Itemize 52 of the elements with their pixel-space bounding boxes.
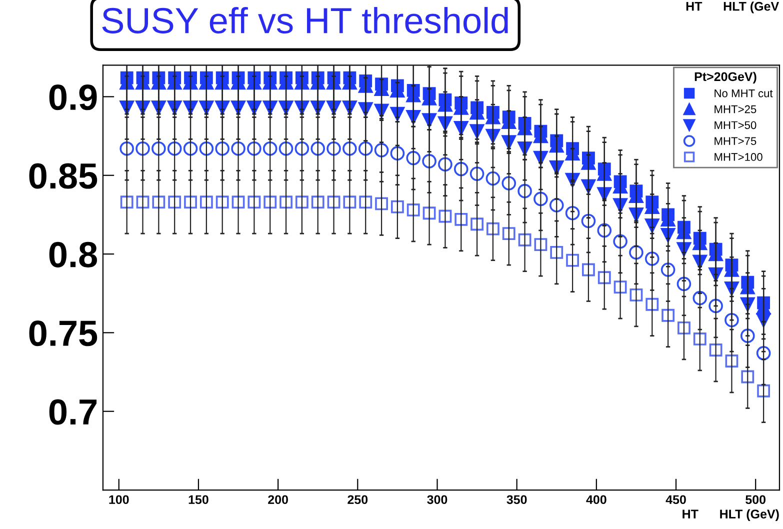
y-tick-label: 0.8	[49, 242, 97, 268]
x-tick-label: 300	[427, 495, 448, 504]
x-tick-label: 150	[188, 495, 208, 504]
x-tick-label: 400	[586, 495, 606, 504]
point	[406, 204, 420, 216]
point	[216, 196, 229, 209]
point	[757, 384, 770, 398]
legend-label: No MHT cut	[714, 90, 773, 98]
legend-label: MHT>25	[714, 105, 756, 114]
point	[295, 196, 308, 209]
point	[454, 212, 468, 226]
point	[693, 332, 706, 346]
legend-label: MHT>75	[714, 137, 756, 145]
point	[168, 196, 182, 209]
y-tick-label: 0.75	[29, 320, 98, 346]
point	[502, 227, 516, 240]
point	[566, 254, 580, 267]
point	[741, 370, 754, 384]
point	[311, 196, 324, 209]
point	[390, 200, 404, 214]
x-tick-label: 250	[348, 495, 368, 504]
point	[152, 196, 166, 209]
point	[486, 222, 500, 236]
point	[359, 196, 372, 209]
x-axis-title: HT HLT (GeV)	[682, 509, 779, 521]
point	[200, 196, 213, 209]
point	[550, 246, 564, 259]
point	[375, 197, 388, 210]
point	[343, 196, 356, 209]
x-tick-label: 450	[666, 495, 686, 504]
point	[662, 308, 675, 322]
y-tick-label: 0.9	[49, 84, 97, 110]
legend-title: Pt>20GeV)	[694, 72, 756, 84]
point	[582, 263, 595, 276]
point	[470, 218, 484, 231]
point	[280, 196, 292, 209]
legend-label: MHT>50	[714, 121, 756, 130]
point	[678, 322, 690, 334]
point	[120, 196, 134, 209]
x-tick-label: 500	[746, 495, 766, 504]
point	[248, 196, 261, 209]
legend-label: MHT>100	[714, 153, 762, 161]
point	[598, 271, 611, 284]
x-tick-label: 350	[506, 495, 527, 504]
point	[646, 298, 659, 311]
y-tick-label: 0.7	[49, 399, 97, 425]
chart-title: SUSY eff vs HT threshold	[102, 6, 508, 34]
text: HT HLT (GeV	[686, 2, 780, 14]
x-tick-label: 100	[109, 495, 129, 504]
point	[264, 196, 277, 209]
y-tick-label: 0.85	[29, 163, 98, 189]
x-tick-label: 200	[268, 495, 288, 504]
